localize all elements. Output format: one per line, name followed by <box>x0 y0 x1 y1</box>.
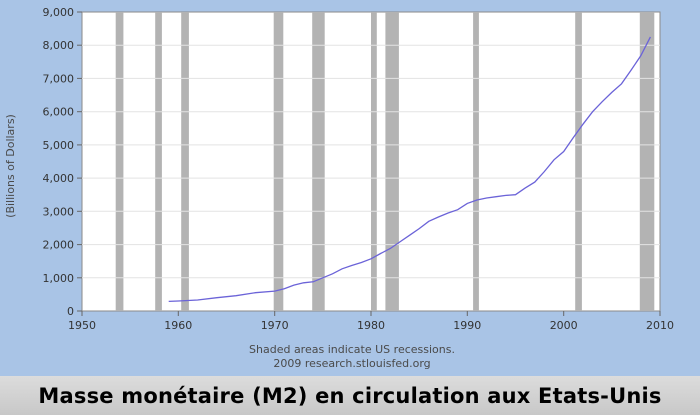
y-tick-label-6: 6,000 <box>43 106 75 119</box>
recession-band-9 <box>639 12 655 311</box>
recession-band-7 <box>473 12 479 311</box>
y-tick-label-1: 1,000 <box>43 272 75 285</box>
money-supply-chart: 0 1,000 2,000 3,000 4,000 5,000 6,000 7,000 8,00… <box>4 6 674 370</box>
recession-band-4 <box>312 12 325 311</box>
series-line-0 <box>168 36 651 303</box>
x-tick-label-0: 1950 <box>68 319 96 332</box>
recession-band-3 <box>273 12 284 311</box>
x-tick-label-1: 1960 <box>164 319 192 332</box>
series-lines <box>168 36 651 303</box>
grid-lines <box>82 44 660 279</box>
y-tick-label-8: 8,000 <box>43 39 75 52</box>
x-tick-label-5: 2000 <box>550 319 578 332</box>
source-note: 2009 research.stlouisfed.org <box>273 357 430 370</box>
y-tick-label-9: 9,000 <box>43 6 75 19</box>
x-axis-ticks: 1950 1960 1970 1980 1990 2000 2010 <box>68 311 674 332</box>
recession-bands <box>115 12 655 311</box>
y-tick-label-7: 7,000 <box>43 72 75 85</box>
y-tick-label-2: 2,000 <box>43 239 75 252</box>
x-tick-label-3: 1980 <box>357 319 385 332</box>
y-tick-label-3: 3,000 <box>43 205 75 218</box>
y-tick-label-4: 4,000 <box>43 172 75 185</box>
y-tick-label-5: 5,000 <box>43 139 75 152</box>
caption-bar: Masse monétaire (M2) en circulation aux … <box>0 376 700 415</box>
recession-band-2 <box>181 12 189 311</box>
x-tick-label-4: 1990 <box>453 319 481 332</box>
recession-note: Shaded areas indicate US recessions. <box>249 343 455 356</box>
recession-band-8 <box>575 12 582 311</box>
recession-band-6 <box>385 12 399 311</box>
y-tick-label-0: 0 <box>67 305 74 318</box>
recession-band-0 <box>115 12 124 311</box>
x-tick-label-2: 1970 <box>261 319 289 332</box>
caption-title: Masse monétaire (M2) en circulation aux … <box>38 383 662 408</box>
y-axis-title: (Billions of Dollars) <box>4 114 17 218</box>
y-axis-ticks: 0 1,000 2,000 3,000 4,000 5,000 6,000 7,000 8,00… <box>43 6 82 318</box>
x-tick-label-6: 2010 <box>646 319 674 332</box>
recession-band-1 <box>155 12 162 311</box>
recession-band-5 <box>371 12 377 311</box>
